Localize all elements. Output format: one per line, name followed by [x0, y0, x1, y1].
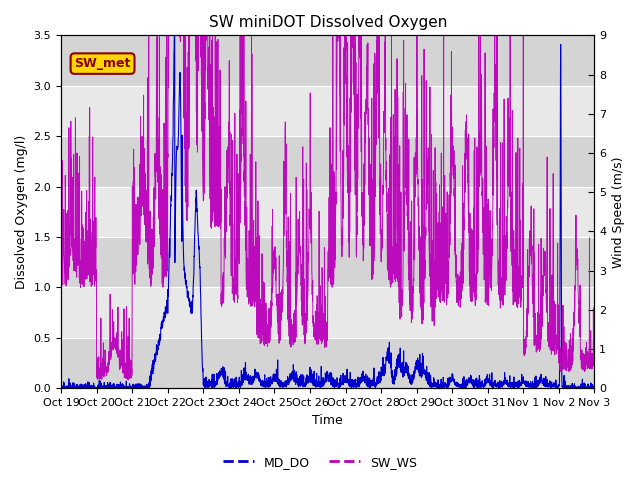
Bar	[61, 288, 595, 338]
Bar	[61, 338, 595, 388]
Text: SW_met: SW_met	[74, 57, 131, 70]
Bar	[61, 187, 595, 237]
Bar	[61, 136, 595, 187]
Title: SW miniDOT Dissolved Oxygen: SW miniDOT Dissolved Oxygen	[209, 15, 447, 30]
Legend: MD_DO, SW_WS: MD_DO, SW_WS	[218, 451, 422, 474]
X-axis label: Time: Time	[312, 414, 343, 427]
Bar	[61, 237, 595, 288]
Bar	[61, 86, 595, 136]
Bar	[61, 36, 595, 86]
Y-axis label: Wind Speed (m/s): Wind Speed (m/s)	[612, 156, 625, 267]
Y-axis label: Dissolved Oxygen (mg/l): Dissolved Oxygen (mg/l)	[15, 135, 28, 289]
